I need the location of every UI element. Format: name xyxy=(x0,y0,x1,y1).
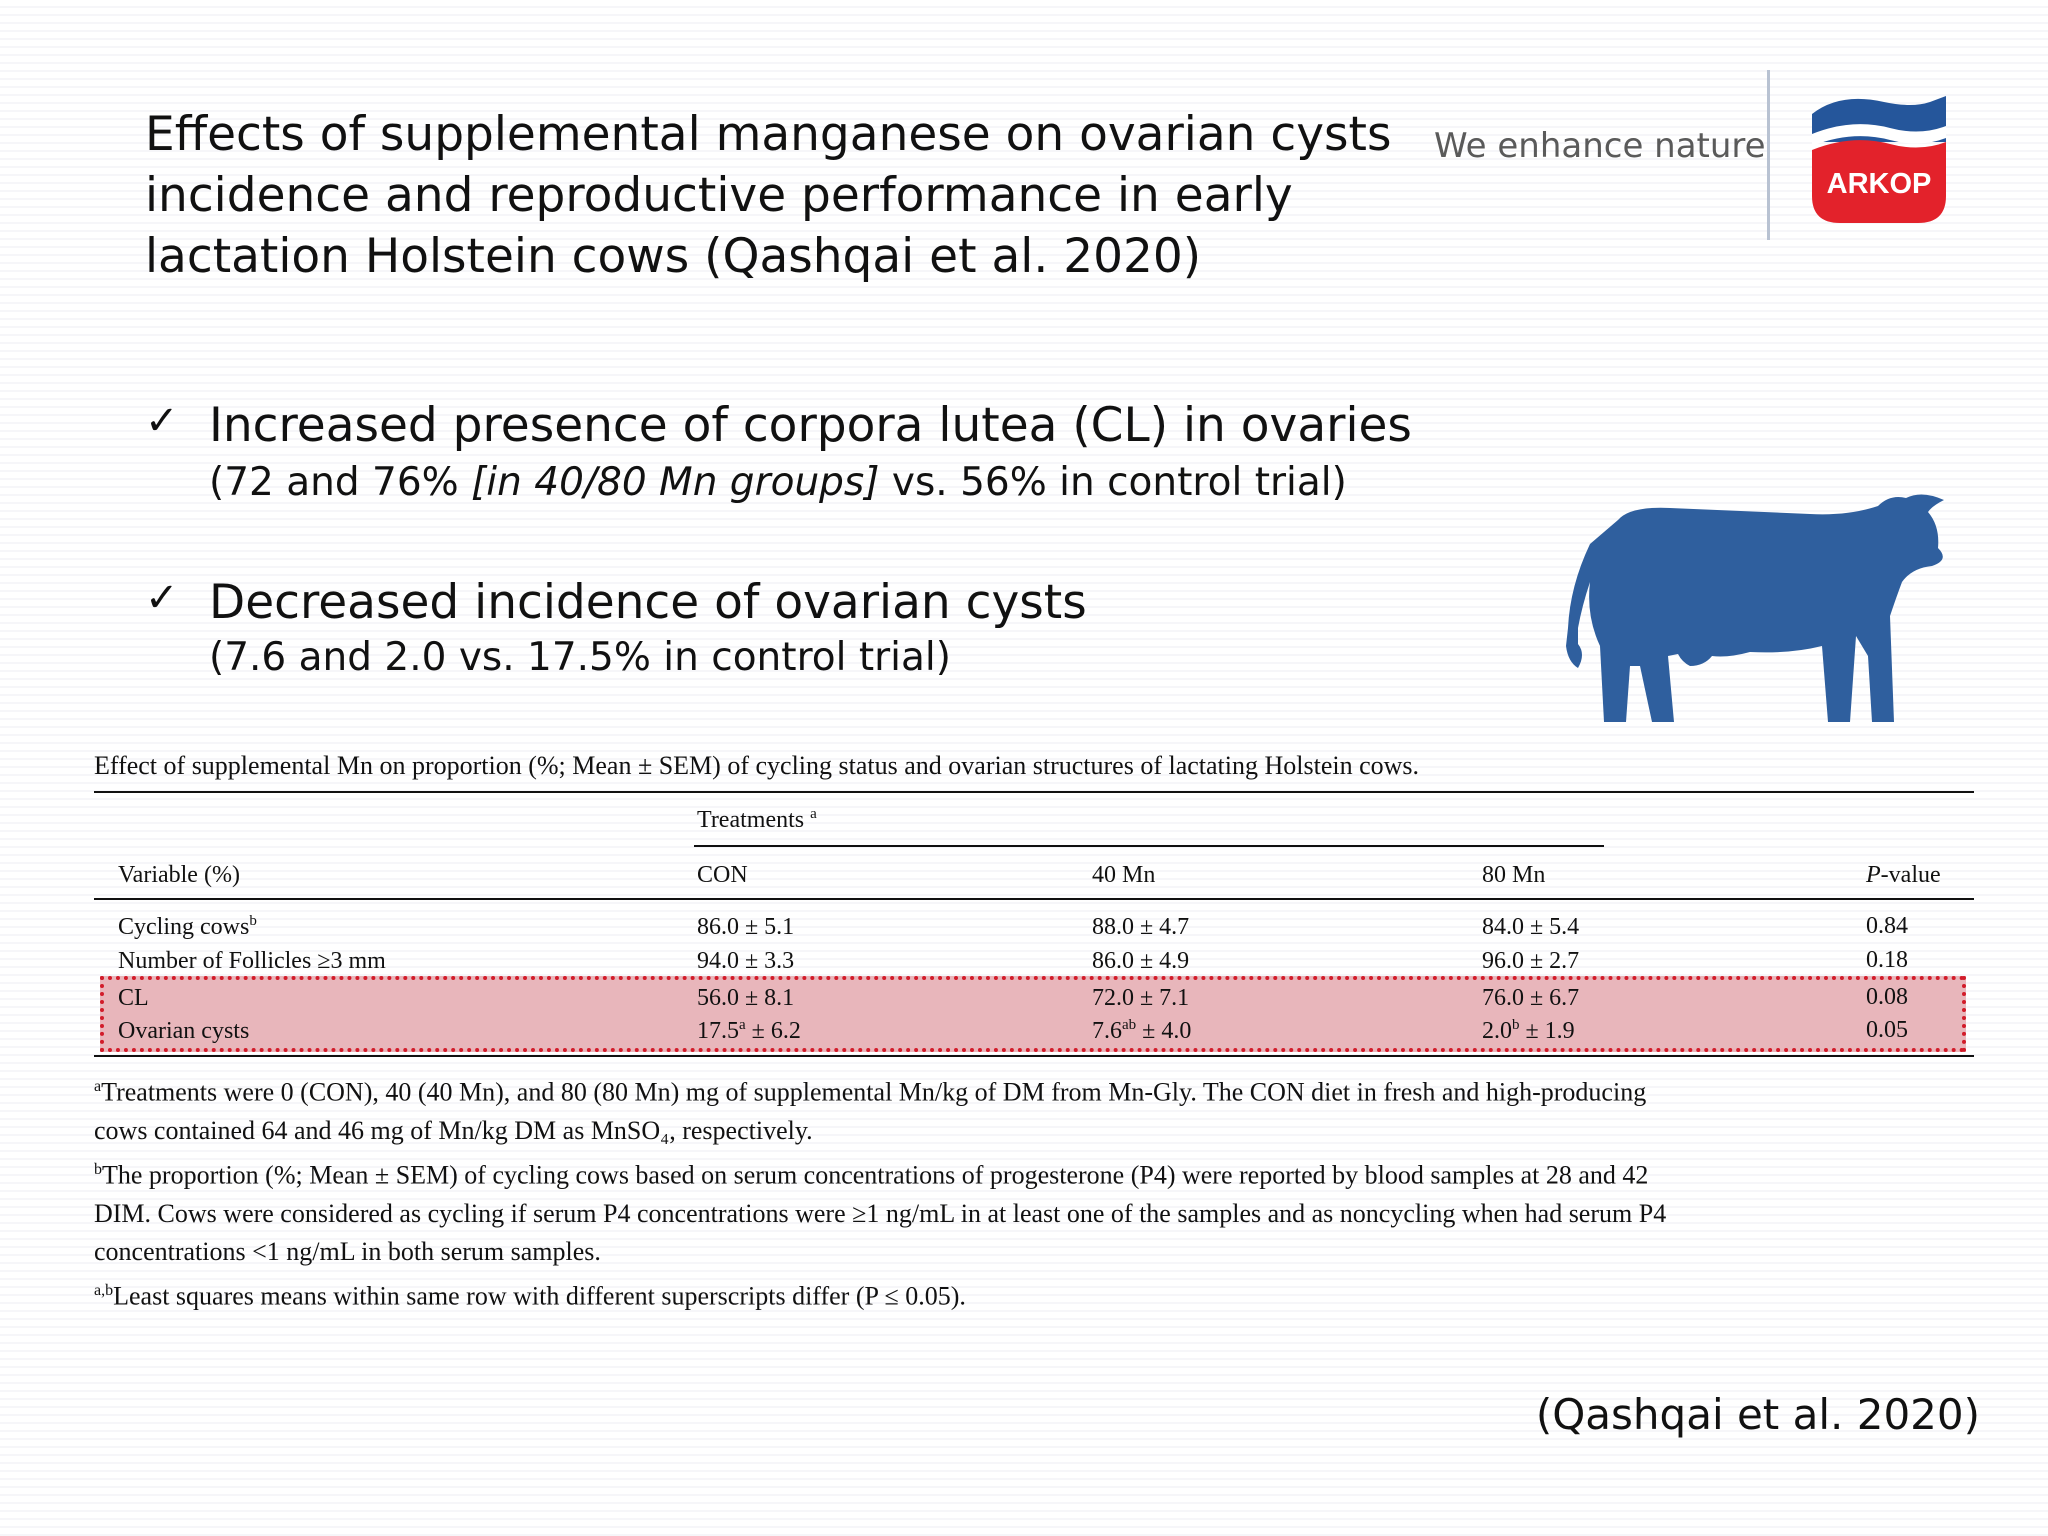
citation: (Qashqai et al. 2020) xyxy=(1535,1390,1980,1439)
cell-value: 17.5 xyxy=(697,1018,739,1044)
footnote-line: concentrations <1 ng/mL in both serum sa… xyxy=(94,1237,601,1267)
cell-sup: a xyxy=(739,1017,746,1033)
footnote-text: Treatments were 0 (CON), 40 (40 Mn), and… xyxy=(101,1077,1647,1107)
title-line: Effects of supplemental manganese on ova… xyxy=(145,107,1392,162)
footnote-line: cows contained 64 and 46 mg of Mn/kg DM … xyxy=(94,1116,813,1146)
p-rest: -value xyxy=(1880,862,1941,888)
cell-value: 84.0 ± 5.4 xyxy=(1482,914,1580,940)
check-icon: ✓ xyxy=(145,398,179,444)
group-header-text: Treatments xyxy=(697,807,805,833)
footnote-text: Least squares means within same row with… xyxy=(113,1281,966,1311)
footnote-mark: a,b xyxy=(94,1281,114,1299)
table-top-rule xyxy=(94,791,1974,793)
cell-con: 94.0 ± 3.3 xyxy=(697,947,794,975)
header-bottom-rule xyxy=(94,898,1974,900)
cell-value: 72.0 ± 7.1 xyxy=(1092,985,1190,1011)
bullet-sub: (72 and 76% [in 40/80 Mn groups] vs. 56%… xyxy=(209,460,1347,505)
col-header-pvalue: P-value xyxy=(1866,862,1941,889)
cell-value: 56.0 ± 8.1 xyxy=(697,985,795,1011)
bullet-main: Decreased incidence of ovarian cysts xyxy=(209,575,1087,630)
bullet-sub-text: vs. 56% in control trial) xyxy=(879,460,1347,505)
table-bottom-rule xyxy=(94,1055,1974,1057)
cell-80mn: 84.0 ± 5.4 xyxy=(1482,913,1579,941)
cell-pvalue: 0.08 xyxy=(1866,984,1908,1010)
cell-value: 94.0 ± 3.3 xyxy=(697,948,795,974)
title-line: lactation Holstein cows (Qashqai et al. … xyxy=(145,229,1202,284)
col-header-con: CON xyxy=(697,862,748,888)
cell-value: 86.0 ± 4.9 xyxy=(1092,948,1190,974)
cell-40mn: 7.6ab ± 4.0 xyxy=(1092,1017,1191,1045)
cell-con: 86.0 ± 5.1 xyxy=(697,913,794,941)
footnote-line: bThe proportion (%; Mean ± SEM) of cycli… xyxy=(94,1151,1974,1195)
cell-value-rest: ± 4.0 xyxy=(1136,1018,1192,1044)
group-header-rule xyxy=(694,845,1604,847)
cell-pvalue: 0.84 xyxy=(1866,913,1908,939)
footnote-text: The proportion (%; Mean ± SEM) of cyclin… xyxy=(102,1160,1649,1190)
cell-variable: CL xyxy=(118,984,149,1012)
bullet-sub-italic: [in 40/80 Mn groups] xyxy=(471,460,880,505)
cell-variable: Cycling cowsb xyxy=(118,913,257,941)
title-line: incidence and reproductive performance i… xyxy=(145,168,1293,223)
cell-con: 56.0 ± 8.1 xyxy=(697,984,794,1012)
cell-value: 86.0 ± 5.1 xyxy=(697,914,795,940)
group-header: Treatments a xyxy=(697,806,817,834)
cell-value-rest: ± 6.2 xyxy=(745,1018,801,1044)
cell-value: 7.6 xyxy=(1092,1018,1122,1044)
cell-variable-text: CL xyxy=(118,985,149,1011)
cell-pvalue: 0.18 xyxy=(1866,947,1908,973)
highlight-box xyxy=(100,976,1966,1052)
cell-40mn: 72.0 ± 7.1 xyxy=(1092,984,1189,1012)
footnote-line: a,bLeast squares means within same row w… xyxy=(94,1272,1974,1316)
logo-red-shield xyxy=(1812,140,1946,223)
cell-80mn: 76.0 ± 6.7 xyxy=(1482,984,1579,1012)
cell-80mn: 96.0 ± 2.7 xyxy=(1482,947,1579,975)
footnote-line: DIM. Cows were considered as cycling if … xyxy=(94,1198,1667,1228)
bullet-sub: (7.6 and 2.0 vs. 17.5% in control trial) xyxy=(209,635,951,680)
col-header-80mn: 80 Mn xyxy=(1482,862,1546,888)
cell-sup: ab xyxy=(1122,1017,1137,1033)
cow-icon xyxy=(1566,494,1944,722)
table-footnotes: aTreatments were 0 (CON), 40 (40 Mn), an… xyxy=(94,1068,1974,1316)
cell-40mn: 86.0 ± 4.9 xyxy=(1092,947,1189,975)
cell-pvalue: 0.05 xyxy=(1866,1017,1908,1043)
footnote-mark: a xyxy=(94,1078,102,1095)
cell-80mn: 2.0b ± 1.9 xyxy=(1482,1017,1575,1045)
footnote-mark: b xyxy=(94,1160,102,1178)
cell-value-rest: ± 1.9 xyxy=(1519,1018,1575,1044)
cell-40mn: 88.0 ± 4.7 xyxy=(1092,913,1189,941)
cell-sup: b xyxy=(1512,1017,1520,1033)
p-italic: P xyxy=(1866,862,1881,888)
cell-value: 76.0 ± 6.7 xyxy=(1482,985,1580,1011)
table-caption: Effect of supplemental Mn on proportion … xyxy=(94,751,1420,780)
logo-text: ARKOP xyxy=(1827,168,1932,200)
logo-white-band xyxy=(1812,124,1946,146)
bullet-sub-text: (72 and 76% xyxy=(209,460,472,505)
cell-variable: Ovarian cysts xyxy=(118,1017,249,1045)
cell-variable-text: Ovarian cysts xyxy=(118,1018,250,1044)
bullet-sub-text: (7.6 and 2.0 vs. 17.5% in control trial) xyxy=(209,635,951,680)
col-header-40mn: 40 Mn xyxy=(1092,862,1156,888)
cell-variable-text: Cycling cows xyxy=(118,914,250,940)
cell-value: 88.0 ± 4.7 xyxy=(1092,914,1190,940)
cell-variable: Number of Follicles ≥3 mm xyxy=(118,947,386,975)
slide-title: Effects of supplemental manganese on ova… xyxy=(145,104,1392,287)
cell-con: 17.5a ± 6.2 xyxy=(697,1017,801,1045)
logo-divider xyxy=(1767,70,1770,240)
cell-value: 2.0 xyxy=(1482,1018,1512,1044)
col-header-variable: Variable (%) xyxy=(118,862,240,888)
arkop-logo: ARKOP xyxy=(1812,96,1946,223)
group-header-sup: a xyxy=(810,806,817,822)
cell-sup: b xyxy=(249,913,257,929)
check-icon: ✓ xyxy=(145,575,179,621)
cell-variable-text: Number of Follicles ≥3 mm xyxy=(118,948,386,974)
bullet-main: Increased presence of corpora lutea (CL)… xyxy=(209,398,1412,453)
tagline: We enhance nature xyxy=(1434,126,1766,166)
cell-value: 96.0 ± 2.7 xyxy=(1482,948,1580,974)
footnote-line: aTreatments were 0 (CON), 40 (40 Mn), an… xyxy=(94,1068,1974,1112)
